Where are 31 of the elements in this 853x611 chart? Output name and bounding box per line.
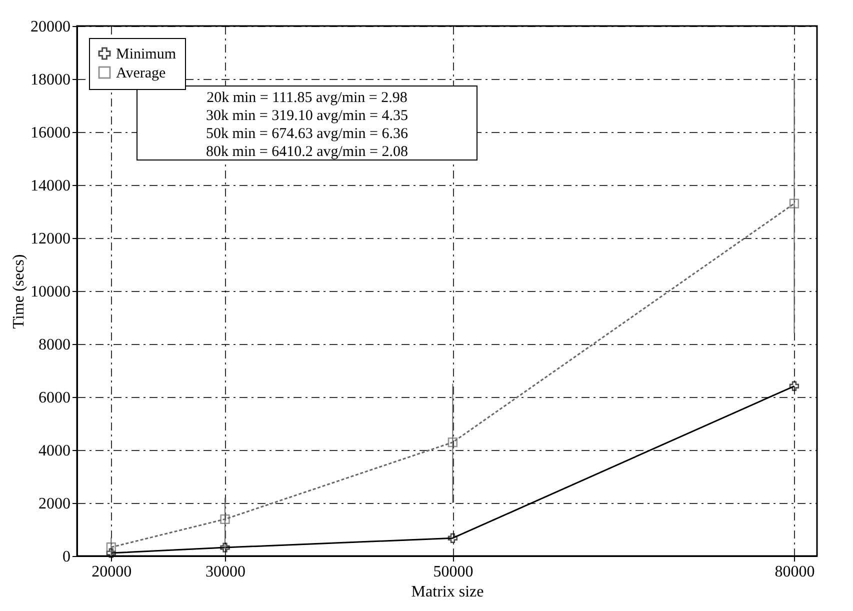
point	[448, 533, 458, 543]
point	[789, 381, 800, 391]
y-tick-label: 10000	[30, 284, 70, 300]
y-tick-label: 18000	[30, 72, 70, 88]
y-tick-label: 0	[62, 548, 70, 566]
point	[106, 542, 116, 552]
x-tick-label: 30000	[206, 564, 246, 580]
y-tick-label: 8000	[38, 336, 70, 354]
x-tick-label: 80000	[774, 564, 815, 580]
annotation: 80k min = 6410.2 avg/min = 2.08	[206, 144, 408, 160]
x-tick-label: 20000	[92, 564, 132, 580]
y-tick-label: 14000	[30, 178, 70, 194]
point	[448, 437, 458, 448]
x-tick-label: 50000	[433, 564, 474, 580]
y-tick-label: 16000	[30, 124, 70, 142]
x-axis-title: Matrix size	[411, 584, 484, 600]
point	[789, 198, 800, 208]
point	[106, 548, 116, 558]
y-axis-title: Time (secs)	[10, 254, 28, 329]
point	[220, 542, 230, 552]
y-tick-label: 2000	[38, 496, 70, 512]
point	[220, 514, 230, 524]
y-tick-label: 6000	[38, 390, 70, 406]
y-tick-label: 20000	[30, 18, 70, 36]
y-tick-label: 12000	[30, 230, 70, 248]
annotation: 20k min = 111.85 avg/min = 2.98	[206, 90, 408, 106]
legend-label: Minimum	[116, 46, 176, 62]
annotation: 50k min = 674.63 avg/min = 6.36	[206, 126, 408, 142]
annotation: 30k min = 319.10 avg/min = 4.35	[206, 108, 408, 124]
y-tick-label: 4000	[38, 442, 70, 460]
legend-label: Average	[116, 66, 166, 82]
